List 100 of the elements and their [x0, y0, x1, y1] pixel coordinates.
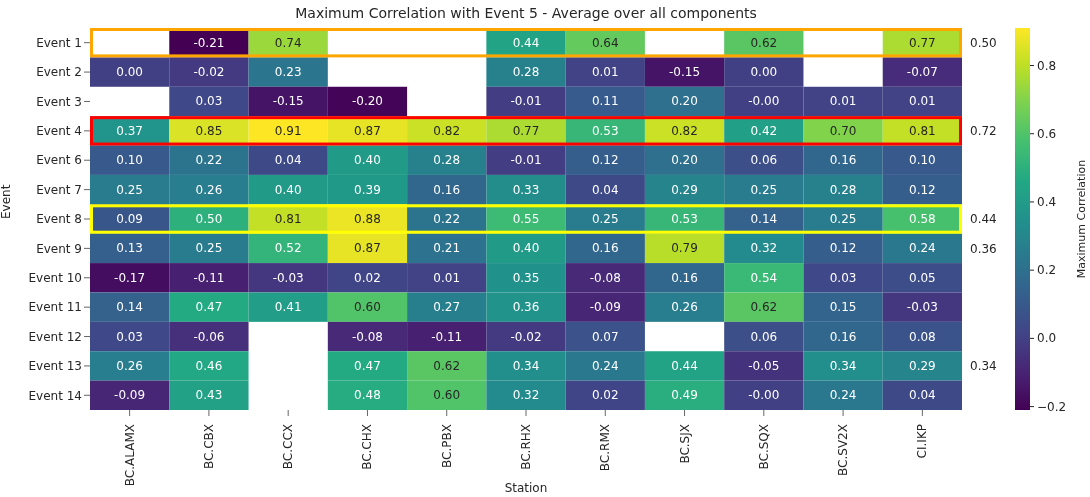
data-label: -0.15 [272, 94, 304, 109]
x-tick-label: BC.RMX [598, 424, 613, 472]
data-label: 0.07 [591, 329, 619, 344]
y-tick-label: Event 9 [36, 241, 82, 256]
data-label: 0.25 [195, 241, 223, 256]
x-tick-label: BC.PBX [439, 424, 454, 468]
data-label: 0.53 [591, 123, 619, 138]
data-label: 0.58 [909, 212, 936, 226]
data-label: 0.10 [116, 153, 143, 168]
x-tick-label: BC.CHX [360, 424, 375, 470]
data-label: 0.14 [116, 300, 143, 315]
y2-tick-label: 0.72 [970, 124, 997, 139]
data-label: 0.27 [433, 300, 461, 315]
y-tick-label: Event 14 [28, 388, 82, 403]
data-label: 0.16 [829, 153, 857, 168]
x-tick-label: BC.SQX [756, 424, 771, 470]
x-axis-title: Station [504, 481, 548, 495]
data-label: 0.32 [512, 388, 540, 403]
data-label: -0.02 [193, 65, 225, 80]
y-tick-label: Event 2 [36, 65, 82, 80]
data-label: 0.60 [354, 300, 381, 315]
y-tick-label: Event 12 [28, 329, 82, 344]
data-label: 0.22 [195, 153, 223, 168]
data-label: 0.35 [512, 270, 540, 285]
data-label: 0.01 [433, 270, 461, 285]
data-label: -0.00 [748, 94, 780, 109]
data-label: 0.12 [829, 241, 857, 256]
x-tick-label: BC.CCX [281, 424, 296, 470]
data-label: -0.03 [906, 300, 938, 315]
data-label: 0.03 [116, 329, 143, 344]
data-label: 0.47 [354, 358, 381, 373]
data-label: 0.20 [671, 153, 698, 168]
color-bar-label: 0.2 [1037, 263, 1057, 278]
data-label: 0.74 [274, 35, 302, 50]
data-label: 0.62 [750, 300, 778, 315]
color-bar-label: 0.6 [1037, 126, 1057, 141]
data-label: 0.34 [829, 358, 857, 373]
data-label: -0.15 [669, 65, 701, 80]
data-label: 0.00 [116, 65, 143, 80]
data-label: -0.17 [114, 270, 146, 285]
data-label: 0.16 [829, 329, 857, 344]
data-label: 0.14 [750, 212, 778, 226]
y-tick-label: Event 4 [36, 124, 82, 139]
data-label: 0.82 [433, 123, 461, 138]
data-label: 0.03 [829, 270, 857, 285]
data-label: -0.01 [510, 94, 542, 109]
data-label: 0.50 [195, 212, 223, 226]
data-label: -0.05 [748, 358, 780, 373]
color-bar-label: 0.4 [1037, 194, 1057, 209]
data-label: 0.24 [829, 388, 857, 403]
y-tick-label: Event 1 [36, 35, 82, 50]
data-label: 0.34 [512, 358, 540, 373]
data-label: 0.01 [591, 65, 619, 80]
data-label: 0.52 [274, 241, 302, 256]
data-label: 0.82 [671, 123, 698, 138]
data-label: 0.04 [591, 182, 619, 197]
y-tick-label: Event 7 [36, 182, 82, 197]
x-tick-label: BC.SV2X [836, 424, 851, 476]
data-label: 0.12 [591, 153, 619, 168]
data-label: 0.16 [433, 182, 461, 197]
data-label: 0.87 [354, 241, 381, 256]
data-label: 0.03 [195, 94, 223, 109]
data-label: 0.05 [909, 270, 936, 285]
data-label: 0.29 [671, 182, 698, 197]
data-label: 0.28 [829, 182, 857, 197]
x-tick-label: CI.IKP [915, 424, 930, 459]
data-label: 0.06 [750, 153, 778, 168]
data-label: 0.88 [354, 212, 381, 226]
y-tick-label: Event 3 [36, 94, 82, 109]
data-label: 0.91 [274, 123, 302, 138]
y-tick-label: Event 11 [28, 300, 82, 315]
data-label: -0.20 [351, 94, 383, 109]
data-label: 0.62 [750, 35, 778, 50]
data-label: -0.08 [589, 270, 621, 285]
data-label: -0.01 [510, 153, 542, 168]
data-label: 0.01 [829, 94, 857, 109]
data-label: 0.09 [116, 212, 143, 226]
chart-title: Maximum Correlation with Event 5 - Average over all components [295, 5, 757, 21]
data-label: 0.22 [433, 212, 461, 226]
data-label: 0.12 [909, 182, 936, 197]
x-tick-label: BC.ALAMX [122, 424, 137, 487]
data-label: 0.40 [512, 241, 540, 256]
data-label: 0.81 [909, 123, 936, 138]
data-label: 0.40 [354, 153, 381, 168]
data-label: 0.36 [512, 300, 540, 315]
data-label: 0.39 [354, 182, 381, 197]
data-label: 0.26 [195, 182, 223, 197]
data-label: -0.09 [114, 388, 146, 403]
data-label: 0.20 [671, 94, 698, 109]
data-label: 0.28 [512, 65, 540, 80]
data-label: 0.33 [512, 182, 540, 197]
data-label: 0.53 [671, 212, 698, 226]
data-label: -0.02 [510, 329, 542, 344]
y-tick-label: Event 8 [36, 212, 82, 227]
data-label: 0.25 [750, 182, 778, 197]
data-label: 0.04 [274, 153, 302, 168]
y-tick-label: Event 10 [28, 271, 82, 286]
data-label: 0.55 [512, 212, 540, 226]
data-label: 0.01 [909, 94, 936, 109]
data-label: 0.44 [671, 358, 698, 373]
